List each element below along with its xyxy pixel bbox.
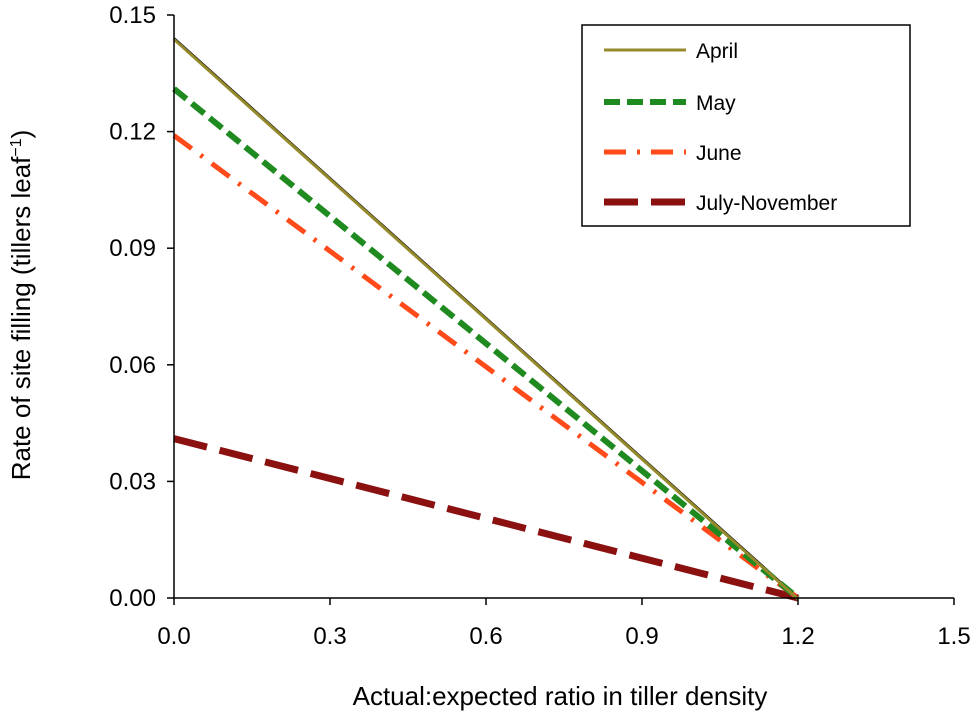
- series-line-april: [172, 38, 800, 601]
- legend-label-may: May: [696, 92, 736, 115]
- legend-box: [581, 24, 911, 227]
- y-axis-title-main: Rate of site filling (tillers leaf: [6, 156, 36, 480]
- legend-label-june: June: [696, 142, 742, 165]
- y-axis-title-suffix: ): [6, 130, 36, 139]
- y-tick-label: 0.00: [109, 585, 156, 612]
- y-axis-title-superscript: −1: [8, 138, 25, 156]
- x-tick-label: 1.2: [781, 623, 814, 650]
- series-line-may: [172, 86, 800, 601]
- y-tick-label: 0.03: [109, 468, 156, 495]
- y-tick-label: 0.09: [109, 235, 156, 262]
- legend: April May June July-November: [581, 24, 911, 227]
- y-axis-title: Rate of site filling (tillers leaf−1): [6, 130, 36, 481]
- x-tick-label: 0.6: [469, 623, 502, 650]
- x-tick-label: 0.0: [157, 623, 190, 650]
- legend-label-april: April: [696, 40, 738, 63]
- y-tick-label: 0.06: [109, 352, 156, 379]
- legend-label-july-november: July-November: [696, 192, 837, 215]
- plot-area: [172, 37, 800, 602]
- x-axis-title: Actual:expected ratio in tiller density: [353, 681, 768, 711]
- x-tick-label: 1.5: [937, 623, 970, 650]
- x-tick-label: 0.3: [313, 623, 346, 650]
- series-line-july-november: [173, 435, 799, 602]
- x-tick-label: 0.9: [625, 623, 658, 650]
- y-tick-label: 0.15: [109, 2, 156, 29]
- x-axis: 0.0 0.3 0.6 0.9 1.2 1.5: [157, 597, 971, 650]
- y-tick-label: 0.12: [109, 119, 156, 146]
- y-axis: 0.00 0.03 0.06 0.09 0.12 0.15: [109, 2, 175, 612]
- series-line-june: [172, 133, 800, 601]
